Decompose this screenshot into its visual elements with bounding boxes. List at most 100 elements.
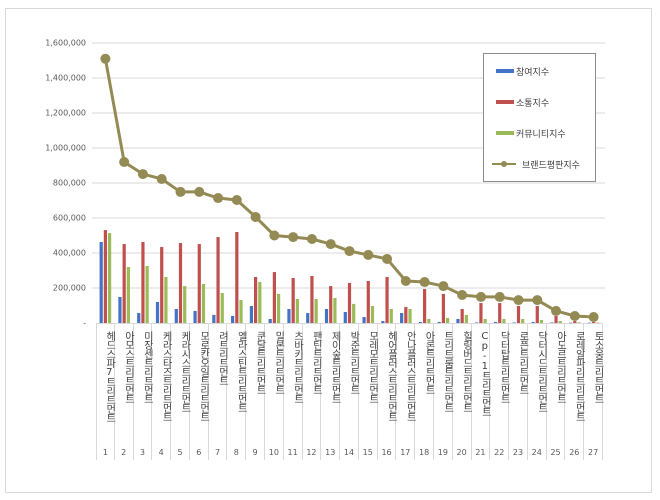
bar xyxy=(362,317,366,323)
bar xyxy=(558,321,562,323)
line-marker xyxy=(363,249,374,260)
line-marker xyxy=(269,230,280,241)
bar xyxy=(464,314,468,323)
legend-swatch-green xyxy=(496,131,514,135)
category-number: 25 xyxy=(550,448,561,457)
category-column: 쿤달트리트먼트 9 xyxy=(246,324,265,460)
category-column: Cp-1트리트먼트 21 xyxy=(472,324,491,460)
category-number: 5 xyxy=(177,448,183,457)
bar xyxy=(160,247,164,323)
y-tick-label: 200,000 xyxy=(52,283,86,293)
bar xyxy=(521,318,525,323)
category-number: 2 xyxy=(121,448,127,457)
category-number: 9 xyxy=(252,448,258,457)
bar xyxy=(220,293,224,323)
bar xyxy=(141,241,145,323)
category-number: 4 xyxy=(158,448,164,457)
line-marker xyxy=(213,193,224,204)
bar xyxy=(258,282,262,323)
category-label: 엘라스틴트리트먼트 xyxy=(235,331,247,412)
bar xyxy=(235,232,239,323)
bar xyxy=(193,310,197,323)
category-column: 제이숲트리트먼트 13 xyxy=(321,324,341,460)
bar xyxy=(531,321,535,323)
line-marker xyxy=(306,234,317,244)
bar xyxy=(118,296,122,323)
bar xyxy=(174,309,178,323)
bar xyxy=(314,299,318,323)
y-tick-label: - xyxy=(83,318,86,328)
bar xyxy=(107,233,112,323)
category-number: 14 xyxy=(343,448,355,457)
bar xyxy=(122,244,126,323)
category-number: 12 xyxy=(306,448,317,457)
bar xyxy=(254,276,258,323)
bar xyxy=(212,314,216,323)
y-tick-label: 400,000 xyxy=(52,248,86,258)
bar xyxy=(554,316,558,323)
bar xyxy=(333,297,337,323)
bar xyxy=(347,282,352,323)
category-label: 케라시스트리트먼트 xyxy=(178,331,190,412)
category-column: 케라시스트리트먼트 5 xyxy=(171,324,190,460)
bar xyxy=(483,318,487,323)
line-marker xyxy=(194,186,205,197)
bar xyxy=(596,322,600,323)
y-tick-label: 1,400,000 xyxy=(45,73,86,83)
category-number: 21 xyxy=(475,448,486,457)
bar xyxy=(512,322,516,323)
legend-swatch-red xyxy=(496,100,514,104)
bar xyxy=(418,321,423,323)
bar xyxy=(475,322,479,323)
category-column: 미장센트리트먼트 3 xyxy=(134,324,153,460)
category-column: 아론트리트먼트 18 xyxy=(415,324,434,460)
category-column: 아도르트리트먼트 25 xyxy=(547,324,566,460)
category-number: 3 xyxy=(139,448,145,457)
bar xyxy=(268,318,272,323)
bar xyxy=(535,306,539,323)
category-label: 제이숲트리트먼트 xyxy=(329,331,341,403)
legend-label: 브랜드평판지수 xyxy=(522,160,580,171)
category-column: 헤드스파7트리트먼트 1 xyxy=(96,324,115,460)
category-number: 24 xyxy=(531,448,542,457)
category-label: 팬틴트리트먼트 xyxy=(310,331,322,394)
bar xyxy=(164,276,168,323)
bar xyxy=(306,313,310,323)
bar xyxy=(573,321,577,323)
category-column: 트리트룸트리트먼트 19 xyxy=(434,324,453,460)
category-label: 미장센트리트먼트 xyxy=(141,331,153,403)
category-label: 아론트리트먼트 xyxy=(422,331,434,394)
bar xyxy=(249,306,254,323)
y-tick-label: 1,000,000 xyxy=(45,143,86,153)
category-number: 26 xyxy=(569,448,580,457)
category-label: 닥터시드트리트먼트 xyxy=(535,331,547,412)
legend-line-marker-icon xyxy=(492,161,516,167)
line-marker xyxy=(156,173,167,184)
line-marker xyxy=(494,291,505,302)
y-tick-label: 1,600,000 xyxy=(45,38,86,48)
bar xyxy=(126,267,130,323)
category-column: 박준트리트먼트 14 xyxy=(340,324,359,460)
category-label: 힐링버드트리트먼트 xyxy=(460,331,472,412)
bar xyxy=(287,309,291,323)
bar xyxy=(145,265,149,323)
category-column: 려트리트먼트 7 xyxy=(209,324,228,460)
bar xyxy=(366,281,370,323)
legend-label: 참여지수 xyxy=(516,67,550,78)
bar xyxy=(381,321,385,323)
line-marker xyxy=(137,169,148,180)
bar xyxy=(592,321,596,323)
line-marker xyxy=(438,281,449,292)
bar xyxy=(502,318,506,323)
category-number: 22 xyxy=(494,448,505,457)
bar xyxy=(408,309,412,323)
category-label: 케라스타즈트리트먼트 xyxy=(160,331,172,421)
bar xyxy=(352,303,356,323)
category-label: 모레모트리트먼트 xyxy=(366,331,378,403)
category-label: 트리트룸트리트먼트 xyxy=(441,331,453,412)
category-number: 8 xyxy=(233,448,239,457)
bar xyxy=(343,311,347,323)
bar xyxy=(437,321,441,323)
legend-item-community: 커뮤니티지수 xyxy=(496,126,566,140)
category-column: 모레모트리트먼트 15 xyxy=(359,324,378,460)
